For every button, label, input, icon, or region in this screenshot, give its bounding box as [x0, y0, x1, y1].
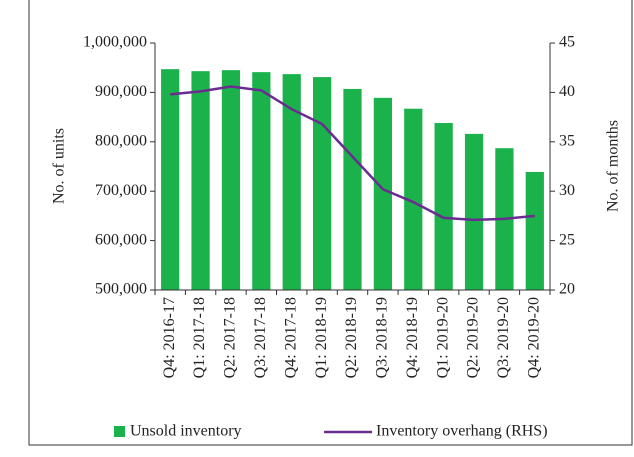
y2-tick-label: 25 — [559, 231, 575, 248]
y-tick-label: 700,000 — [95, 182, 147, 199]
y-tick-label: 800,000 — [95, 132, 147, 149]
line — [170, 85, 535, 222]
bar — [525, 171, 544, 290]
legend-swatch — [114, 426, 125, 437]
y-tick-label: 900,000 — [95, 83, 147, 100]
y-axis-label: No. of units — [51, 128, 68, 204]
bar — [282, 74, 301, 290]
bar — [252, 72, 271, 290]
bar — [464, 133, 484, 290]
y-tick-label: 1,000,000 — [83, 34, 147, 51]
y2-tick-label: 20 — [559, 281, 575, 298]
x-tick-label: Q4: 2019-20 — [525, 297, 542, 378]
bar — [161, 69, 180, 290]
bar — [221, 70, 241, 290]
x-tick-label: Q3: 2018-19 — [374, 297, 391, 378]
y-tick-label: 500,000 — [95, 281, 147, 298]
legend-label: Inventory overhang (RHS) — [376, 423, 548, 440]
bar — [404, 108, 423, 291]
x-tick-label: Q2: 2018-19 — [343, 297, 360, 378]
y2-tick-label: 45 — [559, 34, 575, 51]
x-tick-label: Q4: 2017-18 — [282, 297, 299, 378]
x-tick-label: Q3: 2019-20 — [495, 297, 512, 378]
x-tick-label: Q1: 2019-20 — [434, 297, 451, 378]
legend-label: Unsold inventory — [130, 423, 242, 440]
bar — [434, 123, 453, 290]
x-tick-label: Q2: 2017-18 — [222, 297, 239, 378]
y2-tick-label: 40 — [559, 83, 575, 100]
y2-axis-label: No. of months — [605, 120, 622, 212]
bar — [373, 97, 392, 290]
bar — [191, 71, 210, 291]
bar — [313, 77, 332, 290]
y2-tick-label: 30 — [559, 182, 575, 199]
x-tick-label: Q4: 2016-17 — [161, 297, 178, 378]
y-tick-label: 600,000 — [95, 231, 147, 248]
x-tick-label: Q1: 2018-19 — [313, 297, 330, 378]
y2-tick-label: 35 — [559, 132, 575, 149]
frame — [28, 0, 633, 446]
x-tick-label: Q1: 2017-18 — [191, 297, 208, 378]
x-tick-label: Q4: 2018-19 — [404, 297, 421, 378]
x-tick-label: Q2: 2019-20 — [465, 297, 482, 378]
x-tick-label: Q3: 2017-18 — [252, 297, 269, 378]
bar — [343, 88, 362, 290]
